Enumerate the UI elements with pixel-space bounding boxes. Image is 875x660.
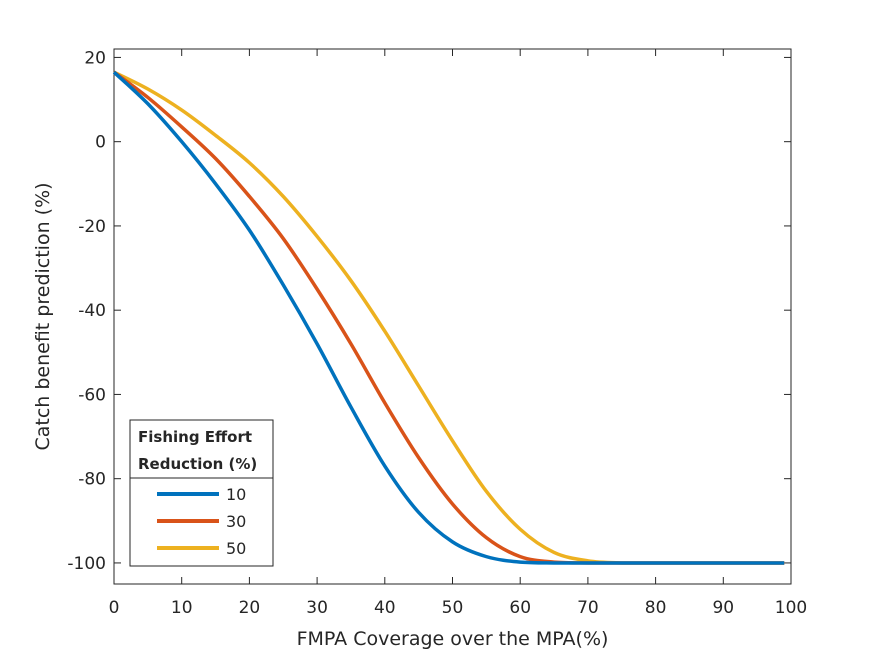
legend-label-50: 50	[226, 539, 246, 558]
x-tick-label: 50	[442, 598, 464, 618]
y-tick-label: -80	[78, 470, 106, 490]
legend: Fishing Effort Reduction (%) 10 30 50	[129, 419, 274, 567]
x-tick-label: 20	[239, 598, 261, 618]
series-line-10	[112, 70, 785, 565]
y-tick-label: 0	[95, 133, 106, 153]
legend-title-line2: Reduction (%)	[138, 455, 257, 473]
y-tick-label: -20	[78, 217, 106, 237]
y-tick-label: -60	[78, 385, 106, 405]
y-axis-label: Catch benefit prediction (%)	[32, 182, 54, 450]
x-tick-label: 80	[645, 598, 667, 618]
x-tick-label: 60	[509, 598, 531, 618]
legend-label-10: 10	[226, 485, 246, 504]
x-tick-label: 70	[577, 598, 599, 618]
series-lines	[112, 70, 785, 565]
legend-title-line1: Fishing Effort	[138, 428, 252, 446]
x-tick-label: 40	[374, 598, 396, 618]
axis-ticks: 0 10 20 30 40 50 60 70 80 90 100 20 0 -20 -40 -60 -80 -10…	[67, 48, 807, 618]
legend-entries: 10 30 50	[157, 485, 246, 558]
x-tick-label: 90	[712, 598, 734, 618]
y-tick-label: -100	[67, 554, 106, 574]
x-tick-label: 30	[306, 598, 328, 618]
legend-label-30: 30	[226, 512, 246, 531]
x-tick-label: 0	[109, 598, 120, 618]
y-tick-label: -40	[78, 301, 106, 321]
x-axis-label: FMPA Coverage over the MPA(%)	[297, 628, 609, 650]
y-tick-label: 20	[84, 48, 106, 68]
x-tick-label: 10	[171, 598, 193, 618]
x-tick-label: 100	[775, 598, 807, 618]
